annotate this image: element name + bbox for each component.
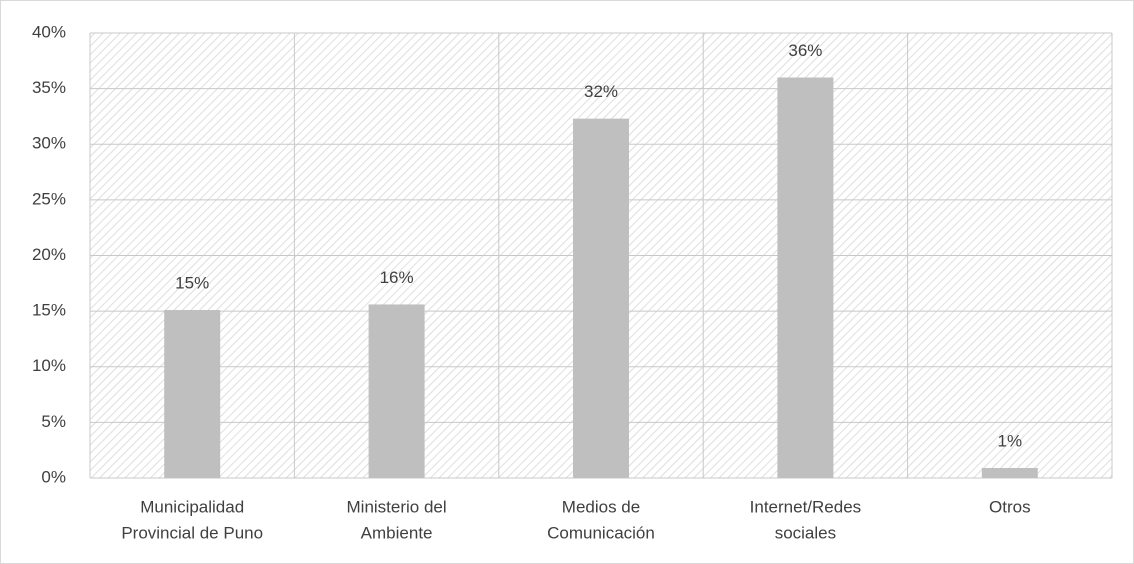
data-label: 36% — [788, 41, 822, 60]
x-tick-label: Otros — [989, 497, 1031, 516]
bar — [368, 304, 425, 478]
data-label: 15% — [175, 273, 209, 292]
data-label: 1% — [998, 431, 1023, 450]
data-label: 32% — [584, 82, 618, 101]
y-tick-label: 25% — [32, 189, 66, 208]
y-tick-label: 5% — [41, 412, 66, 431]
data-label: 16% — [380, 268, 414, 287]
y-tick-label: 30% — [32, 134, 66, 153]
bar — [981, 467, 1038, 478]
y-tick-label: 0% — [41, 467, 66, 486]
x-tick-label: Medios de — [562, 497, 640, 516]
x-tick-label: Internet/Redes — [750, 497, 862, 516]
y-tick-label: 10% — [32, 356, 66, 375]
x-tick-label: Comunicación — [547, 523, 655, 542]
x-tick-label: Provincial de Puno — [121, 523, 263, 542]
y-tick-label: 20% — [32, 245, 66, 264]
y-tick-label: 35% — [32, 78, 66, 97]
bar — [777, 77, 834, 478]
x-tick-label: Municipalidad — [140, 497, 244, 516]
y-tick-label: 15% — [32, 301, 66, 320]
bar — [573, 118, 629, 478]
y-tick-label: 40% — [32, 22, 66, 41]
bar — [164, 310, 221, 478]
x-tick-label: sociales — [775, 523, 836, 542]
x-tick-label: Ministerio del — [347, 497, 447, 516]
x-tick-label: Ambiente — [361, 523, 433, 542]
